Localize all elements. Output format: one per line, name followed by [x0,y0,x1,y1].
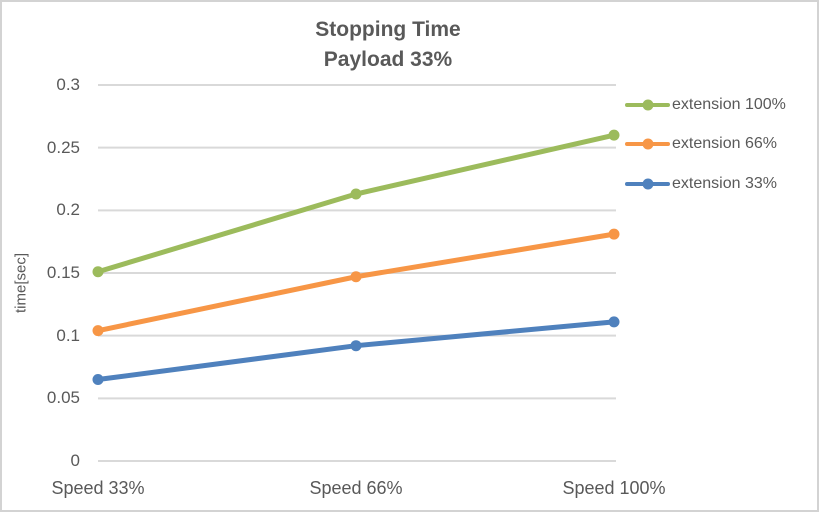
legend-dot-icon [642,99,653,111]
data-point-extension-100-[interactable] [608,129,620,141]
y-tick-label: 0.05 [46,388,80,408]
legend-label: extension 100% [672,96,786,113]
y-tick-label: 0.1 [56,325,80,345]
series-line-extension-100-[interactable] [95,132,617,275]
legend-line-marker-icon [625,138,670,150]
y-tick-label: 0.3 [56,75,80,94]
chart-title-line2: Payload 33% [323,48,453,71]
x-category-label: Speed 100% [562,478,666,498]
data-point-extension-66-[interactable] [350,271,362,283]
legend-label: extension 66% [672,135,777,152]
y-tick-label: 0.15 [46,263,80,282]
chart-title-line1: Stopping Time [315,18,461,41]
legend-label: extension 33% [672,175,777,192]
y-tick-label: 0.25 [46,137,80,157]
x-category-label: Speed 33% [51,478,145,498]
x-category-label: Speed 66% [309,478,403,498]
legend-item-extension-100-[interactable]: extension 100% [625,96,786,114]
legend-line-marker-icon [625,178,670,190]
data-point-extension-66-[interactable] [608,228,620,240]
y-tick-label: 0.2 [56,200,80,220]
data-point-extension-33-[interactable] [350,340,362,352]
legend-item-extension-33-[interactable]: extension 33% [625,175,777,193]
y-axis-title: time[sec] [12,252,30,314]
y-tick-label: 0 [70,451,80,470]
legend-line-marker-icon [625,99,670,111]
data-point-extension-66-[interactable] [92,325,104,337]
chart-title: Stopping Time Payload 33% [2,15,774,75]
legend-dot-icon [642,138,653,150]
data-point-extension-100-[interactable] [350,188,362,200]
data-point-extension-33-[interactable] [92,374,104,386]
legend-dot-icon [642,178,653,190]
data-point-extension-33-[interactable] [608,316,620,328]
legend-item-extension-66-[interactable]: extension 66% [625,135,777,153]
data-point-extension-100-[interactable] [92,266,104,278]
